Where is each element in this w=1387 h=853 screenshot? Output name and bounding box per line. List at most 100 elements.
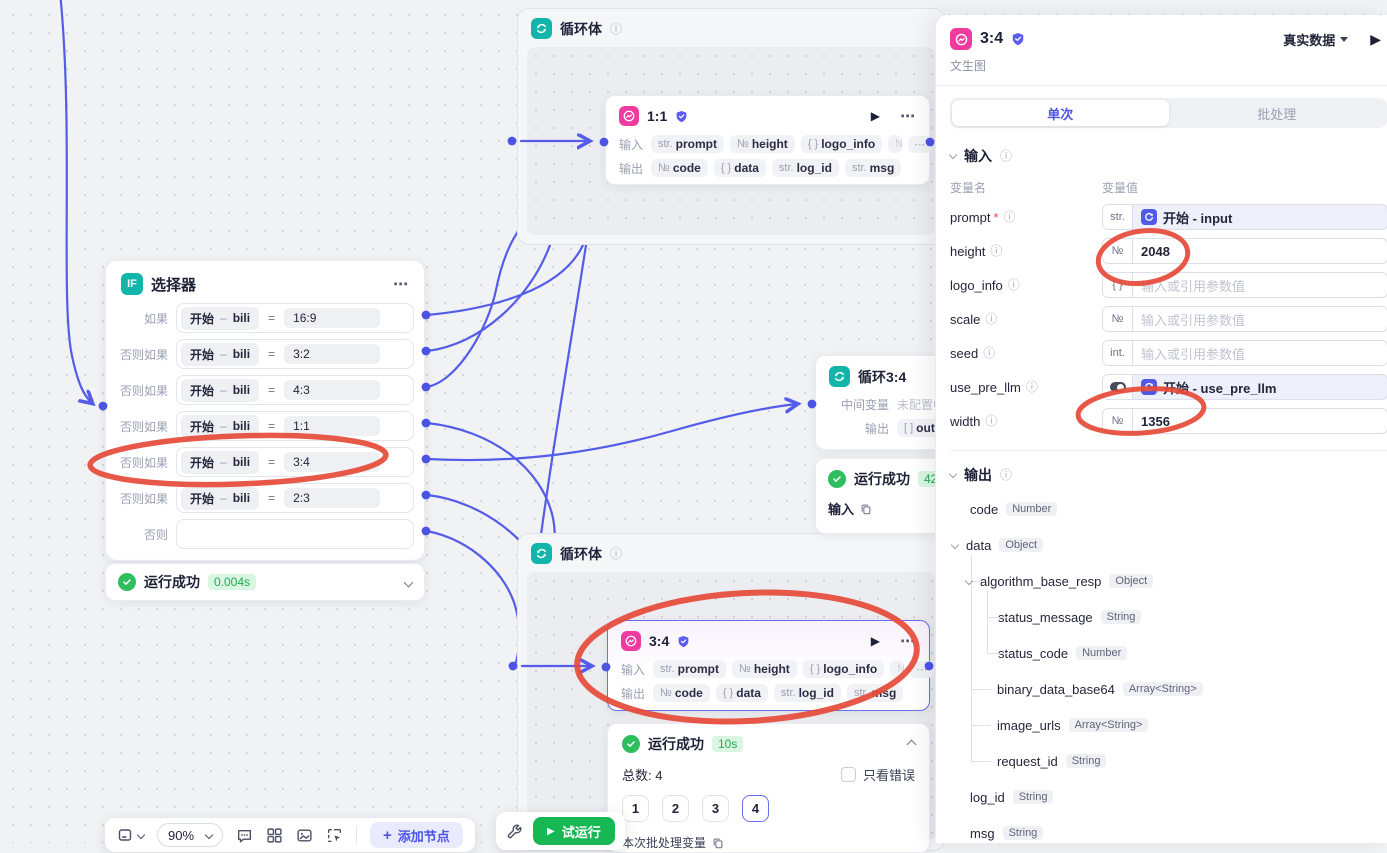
comment-icon[interactable]	[236, 827, 253, 844]
image-plugin-icon	[621, 631, 641, 651]
param-tag: № code	[653, 684, 710, 702]
total-count: 总数: 4	[622, 768, 663, 783]
height-field[interactable]: № 2048	[1102, 238, 1387, 264]
page-button-2[interactable]: 2	[662, 795, 689, 822]
page-button-1[interactable]: 1	[622, 795, 649, 822]
export-image-icon[interactable]	[296, 827, 313, 844]
info-icon: ⓘ	[1007, 278, 1020, 292]
node-selector[interactable]: IF 选择器 ⋯ 如果 开始 – bili = 16:9 否则如果 开始 – bili = 3:…	[105, 260, 425, 561]
output-item: binary_data_base64 Array<String>	[950, 671, 1387, 707]
node-title: 选择器	[151, 276, 197, 294]
test-run-button[interactable]: ▶ 试运行	[533, 817, 615, 845]
output-item: image_urls Array<String>	[950, 707, 1387, 743]
info-icon: ⓘ	[610, 546, 623, 561]
boolean-toggle-icon	[1103, 375, 1133, 399]
param-name: width ⓘ	[950, 413, 998, 429]
node-title: 3:4	[649, 633, 670, 649]
outputs-label: 输出	[621, 686, 646, 701]
page-button-4[interactable]: 4	[742, 795, 769, 822]
condition-row[interactable]: 如果 开始 – bili = 16:9	[106, 303, 414, 333]
input-section: 输入 ⓘ 变量名 变量值 prompt * ⓘ str. 开始 - input he…	[936, 132, 1387, 434]
param-tag: str. msg	[844, 159, 902, 177]
seed-field[interactable]: int. 输入或引用参数值	[1102, 340, 1387, 366]
node-menu-button[interactable]: ⋯	[900, 107, 916, 125]
param-name: seed ⓘ	[950, 345, 996, 361]
panel-subtitle: 文生图	[936, 50, 1387, 86]
node-3-4[interactable]: 3:4 ▶ ⋯ 输入 str. prompt № height { } logo_in…	[607, 620, 935, 711]
condition-row[interactable]: 否则如果 开始 – bili = 4:3	[106, 375, 414, 405]
info-icon: ⓘ	[1003, 210, 1016, 224]
output-item: request_id String	[950, 743, 1387, 779]
input-section-label: 输入	[828, 502, 855, 517]
chevron-up-icon[interactable]	[906, 739, 917, 749]
node-config-panel: 3:4 真实数据 ▶ 文生图 单次 批处理 输入 ⓘ 变量名 变量值 promp…	[935, 15, 1387, 843]
collapse-icon[interactable]	[948, 150, 958, 159]
more-params-button[interactable]: ⋯	[910, 660, 935, 678]
node-menu-button[interactable]: ⋯	[393, 275, 409, 293]
copy-icon[interactable]	[860, 503, 872, 515]
param-tag: № height	[730, 135, 795, 153]
param-tag: { } logo_info	[802, 660, 885, 678]
page-button-3[interactable]: 3	[702, 795, 729, 822]
info-icon: ⓘ	[983, 346, 996, 360]
condition-row-else[interactable]: 否则	[106, 519, 414, 549]
info-icon: ⓘ	[985, 414, 998, 428]
prompt-field[interactable]: str. 开始 - input	[1102, 204, 1387, 230]
wrench-icon[interactable]	[506, 823, 523, 840]
select-area-icon[interactable]	[326, 827, 343, 844]
run-node-button[interactable]: ▶	[870, 109, 880, 123]
param-name: scale ⓘ	[950, 311, 998, 327]
run-status-text: 运行成功	[854, 471, 910, 487]
loop-icon	[829, 366, 850, 387]
info-icon: ⓘ	[990, 244, 1003, 258]
param-tag: № code	[651, 159, 708, 177]
output-item: code Number	[950, 491, 1387, 527]
use-pre-llm-field[interactable]: 开始 - use_pre_llm	[1102, 374, 1387, 400]
success-check-icon	[622, 735, 640, 753]
col-var-name: 变量名	[950, 181, 987, 195]
collapse-icon[interactable]	[948, 469, 958, 478]
run-node-button[interactable]: ▶	[870, 634, 880, 648]
auto-layout-icon[interactable]	[266, 827, 283, 844]
output-item: log_id String	[950, 779, 1387, 815]
param-tag: №sc	[888, 135, 903, 153]
shield-badge-icon	[1011, 32, 1025, 46]
condition-row[interactable]: 否则如果 开始 – bili = 3:2	[106, 339, 414, 369]
duration-badge: 10s	[712, 736, 744, 752]
node-1-1[interactable]: 1:1 ▶ ⋯ 输入 str. prompt № height { } logo_in…	[605, 95, 933, 185]
output-section: 输出 ⓘ code Number data Object algorithm_bas…	[936, 451, 1387, 843]
condition-row-3-4[interactable]: 否则如果 开始 – bili = 3:4	[106, 447, 414, 477]
success-check-icon	[828, 470, 846, 488]
output-item: status_message String	[950, 599, 1387, 635]
output-item[interactable]: data Object	[950, 527, 1387, 563]
param-tag: str. log_id	[773, 684, 841, 702]
loop-title: 循环体	[560, 20, 602, 37]
zoom-level: 90%	[168, 827, 195, 843]
tab-single[interactable]: 单次	[952, 100, 1169, 126]
condition-row[interactable]: 否则如果 开始 – bili = 1:1	[106, 411, 414, 441]
output-item[interactable]: algorithm_base_resp Object	[950, 563, 1387, 599]
selector-run-status[interactable]: 运行成功 0.004s	[105, 563, 425, 601]
param-tag: { } data	[713, 159, 766, 177]
outputs-label: 输出	[619, 161, 644, 176]
param-tag: str. prompt	[651, 135, 724, 153]
info-icon: ⓘ	[985, 312, 998, 326]
scale-field[interactable]: № 输入或引用参数值	[1102, 306, 1387, 332]
node-menu-button[interactable]: ⋯	[900, 632, 916, 650]
canvas-toolbar: 90% + 添加节点	[105, 818, 475, 852]
condition-row[interactable]: 否则如果 开始 – bili = 2:3	[106, 483, 414, 513]
duration-badge: 0.004s	[208, 574, 257, 590]
add-node-button[interactable]: + 添加节点	[370, 822, 463, 848]
real-data-dropdown[interactable]: 真实数据	[1283, 30, 1349, 49]
width-field[interactable]: № 1356	[1102, 408, 1387, 434]
chevron-down-icon[interactable]	[403, 577, 414, 587]
more-params-button[interactable]: ⋯	[908, 135, 933, 153]
logo-info-field[interactable]: { } 输入或引用参数值	[1102, 272, 1387, 298]
zoom-select[interactable]: 90%	[157, 823, 224, 847]
run-test-button[interactable]: ▶	[1370, 31, 1381, 47]
errors-only-checkbox[interactable]	[840, 767, 856, 782]
tab-batch[interactable]: 批处理	[1257, 106, 1297, 122]
param-tag: str. prompt	[653, 660, 726, 678]
param-name: logo_info ⓘ	[950, 277, 1020, 293]
board-select-button[interactable]	[117, 827, 146, 843]
